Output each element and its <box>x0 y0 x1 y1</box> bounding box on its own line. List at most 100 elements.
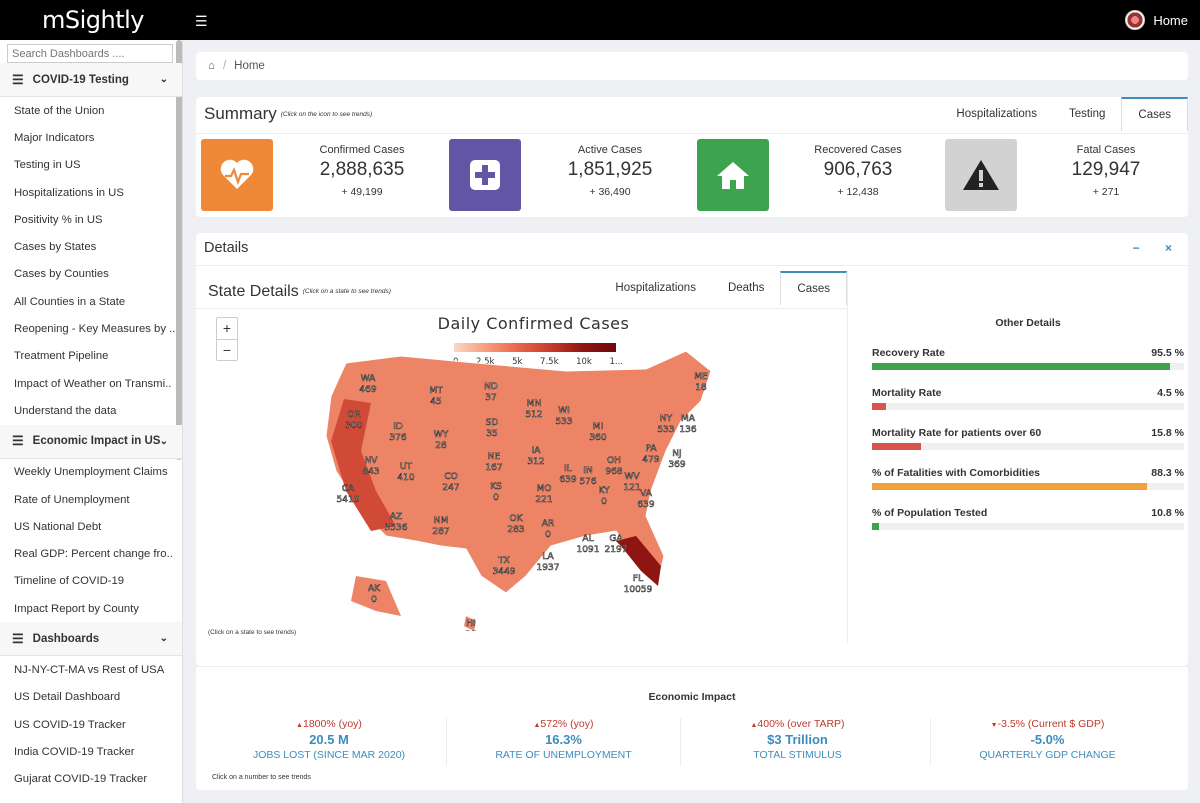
state-label-id[interactable]: ID <box>393 422 403 433</box>
state-value-nv[interactable]: 843 <box>362 467 380 478</box>
minimize-icon[interactable]: − <box>1132 241 1140 255</box>
state-value-mn[interactable]: 512 <box>525 410 543 421</box>
state-shape-ak[interactable] <box>351 576 401 616</box>
state-label-wa[interactable]: WA <box>360 374 376 385</box>
tab-state-cases[interactable]: Cases <box>780 271 847 305</box>
sidebar-scrollbar[interactable] <box>176 40 182 460</box>
sidebar-item[interactable]: India COVID-19 Tracker <box>14 745 135 758</box>
state-label-ak[interactable]: AK <box>368 584 382 595</box>
state-shape-fl[interactable] <box>616 536 661 586</box>
economic-value[interactable]: $3 Trillion <box>767 732 828 747</box>
state-label-ks[interactable]: KS <box>490 482 503 493</box>
state-label-ga[interactable]: GA <box>609 534 624 545</box>
search-input[interactable] <box>7 44 173 63</box>
state-value-wy[interactable]: 28 <box>435 441 447 452</box>
state-value-nm[interactable]: 287 <box>432 527 450 538</box>
state-value-me[interactable]: 18 <box>695 383 707 394</box>
state-value-ca[interactable]: 5410 <box>336 495 360 506</box>
state-value-wv[interactable]: 121 <box>623 483 641 494</box>
state-label-ca[interactable]: CA <box>341 484 355 495</box>
us-choropleth-map[interactable]: WA469OR300CA5410NV843ID376MT45WY28UT410A… <box>316 341 736 631</box>
state-value-hi[interactable]: 28 <box>465 630 477 631</box>
state-label-il[interactable]: IL <box>564 464 572 475</box>
state-value-sd[interactable]: 35 <box>486 429 498 440</box>
state-value-wi[interactable]: 533 <box>555 417 573 428</box>
economic-value[interactable]: 16.3% <box>545 732 582 747</box>
state-label-wi[interactable]: WI <box>558 406 570 417</box>
sidebar-item[interactable]: Treatment Pipeline <box>14 350 109 363</box>
economic-value[interactable]: 20.5 M <box>309 732 349 747</box>
sidebar-item[interactable]: All Counties in a State <box>14 295 126 308</box>
state-value-ks[interactable]: 0 <box>493 493 500 504</box>
tab-testing[interactable]: Testing <box>1068 108 1106 120</box>
state-value-ma[interactable]: 136 <box>679 425 697 436</box>
state-label-or[interactable]: OR <box>347 410 361 421</box>
state-value-or[interactable]: 300 <box>345 421 363 432</box>
state-label-ny[interactable]: NY <box>660 414 673 425</box>
state-label-mn[interactable]: MN <box>526 399 542 410</box>
sidebar-item[interactable]: Cases by Counties <box>14 268 109 281</box>
chevron-down-icon[interactable]: ⌄ <box>159 74 168 85</box>
state-value-nd[interactable]: 37 <box>485 393 497 404</box>
state-value-mi[interactable]: 360 <box>589 433 607 444</box>
sidebar-item[interactable]: Understand the data <box>14 404 117 417</box>
state-value-ne[interactable]: 167 <box>485 463 503 474</box>
state-value-ia[interactable]: 312 <box>527 457 545 468</box>
sidebar-item[interactable]: Positivity % in US <box>14 213 103 226</box>
sidebar-item[interactable]: Reopening - Key Measures by .. <box>14 323 176 336</box>
state-value-la[interactable]: 1937 <box>536 563 560 574</box>
state-value-in[interactable]: 576 <box>579 477 597 488</box>
state-label-mo[interactable]: MO <box>536 484 552 495</box>
state-value-ky[interactable]: 0 <box>601 497 608 508</box>
sidebar-section[interactable]: ☰ COVID-19 Testing ⌄ <box>0 63 182 97</box>
economic-metric[interactable]: ▼-3.5% (Current $ GDP) -5.0% QUARTERLY GDP… <box>930 718 1164 766</box>
state-label-nv[interactable]: NV <box>364 456 379 467</box>
state-label-ok[interactable]: OK <box>509 514 524 525</box>
sidebar-item[interactable]: Cases by States <box>14 241 97 254</box>
state-label-ar[interactable]: AR <box>541 519 554 530</box>
state-value-ak[interactable]: 0 <box>371 595 378 606</box>
state-value-ny[interactable]: 533 <box>657 425 675 436</box>
state-value-ar[interactable]: 0 <box>545 530 552 541</box>
state-value-ga[interactable]: 2197 <box>604 545 628 556</box>
state-label-wv[interactable]: WV <box>624 472 640 483</box>
state-value-va[interactable]: 639 <box>637 500 655 511</box>
tab-cases[interactable]: Cases <box>1121 97 1188 131</box>
plus-square-icon[interactable] <box>449 139 521 211</box>
economic-metric[interactable]: ▲400% (over TARP) $3 Trillion TOTAL STIMUL… <box>680 718 914 766</box>
sidebar-item[interactable]: Real GDP: Percent change fro.. <box>14 548 173 561</box>
tab-state-deaths[interactable]: Deaths <box>727 282 765 294</box>
sidebar-section[interactable]: ☰ Dashboards ⌄ <box>0 622 182 657</box>
sidebar-item[interactable]: NJ-NY-CT-MA vs Rest of USA <box>14 663 165 676</box>
economic-metric[interactable]: ▲1800% (yoy) 20.5 M JOBS LOST (SINCE MAR 2… <box>212 718 446 766</box>
breadcrumb-home[interactable]: Home <box>234 60 265 72</box>
state-label-ne[interactable]: NE <box>487 452 501 463</box>
state-value-fl[interactable]: 10059 <box>623 585 653 596</box>
state-label-pa[interactable]: PA <box>645 444 657 455</box>
state-label-sd[interactable]: SD <box>485 418 499 429</box>
sidebar-item[interactable]: State of the Union <box>14 104 105 117</box>
state-label-hi[interactable]: HI <box>466 619 476 630</box>
sidebar-item[interactable]: Major Indicators <box>14 131 95 144</box>
heartbeat-icon[interactable] <box>201 139 273 211</box>
state-value-nj[interactable]: 369 <box>668 460 686 471</box>
state-value-ok[interactable]: 283 <box>507 525 525 536</box>
state-label-in[interactable]: IN <box>583 466 593 477</box>
state-label-me[interactable]: ME <box>694 372 708 383</box>
sidebar-item[interactable]: Hospitalizations in US <box>14 186 124 199</box>
zoom-out-button[interactable]: − <box>217 339 237 360</box>
state-label-mi[interactable]: MI <box>592 422 603 433</box>
state-label-wy[interactable]: WY <box>433 430 449 441</box>
state-label-az[interactable]: AZ <box>390 512 403 523</box>
sidebar-section[interactable]: ☰ Economic Impact in US ⌄ <box>0 424 182 459</box>
state-value-id[interactable]: 376 <box>389 433 407 444</box>
tab-hospitalizations[interactable]: Hospitalizations <box>956 108 1037 120</box>
state-value-il[interactable]: 639 <box>559 475 577 486</box>
state-label-oh[interactable]: OH <box>607 456 621 467</box>
state-value-ut[interactable]: 410 <box>397 473 415 484</box>
state-value-oh[interactable]: 968 <box>605 467 623 478</box>
state-label-nm[interactable]: NM <box>433 516 449 527</box>
state-shape-ca[interactable] <box>331 399 396 531</box>
sidebar-item[interactable]: US National Debt <box>14 520 102 533</box>
state-label-ia[interactable]: IA <box>531 446 542 457</box>
